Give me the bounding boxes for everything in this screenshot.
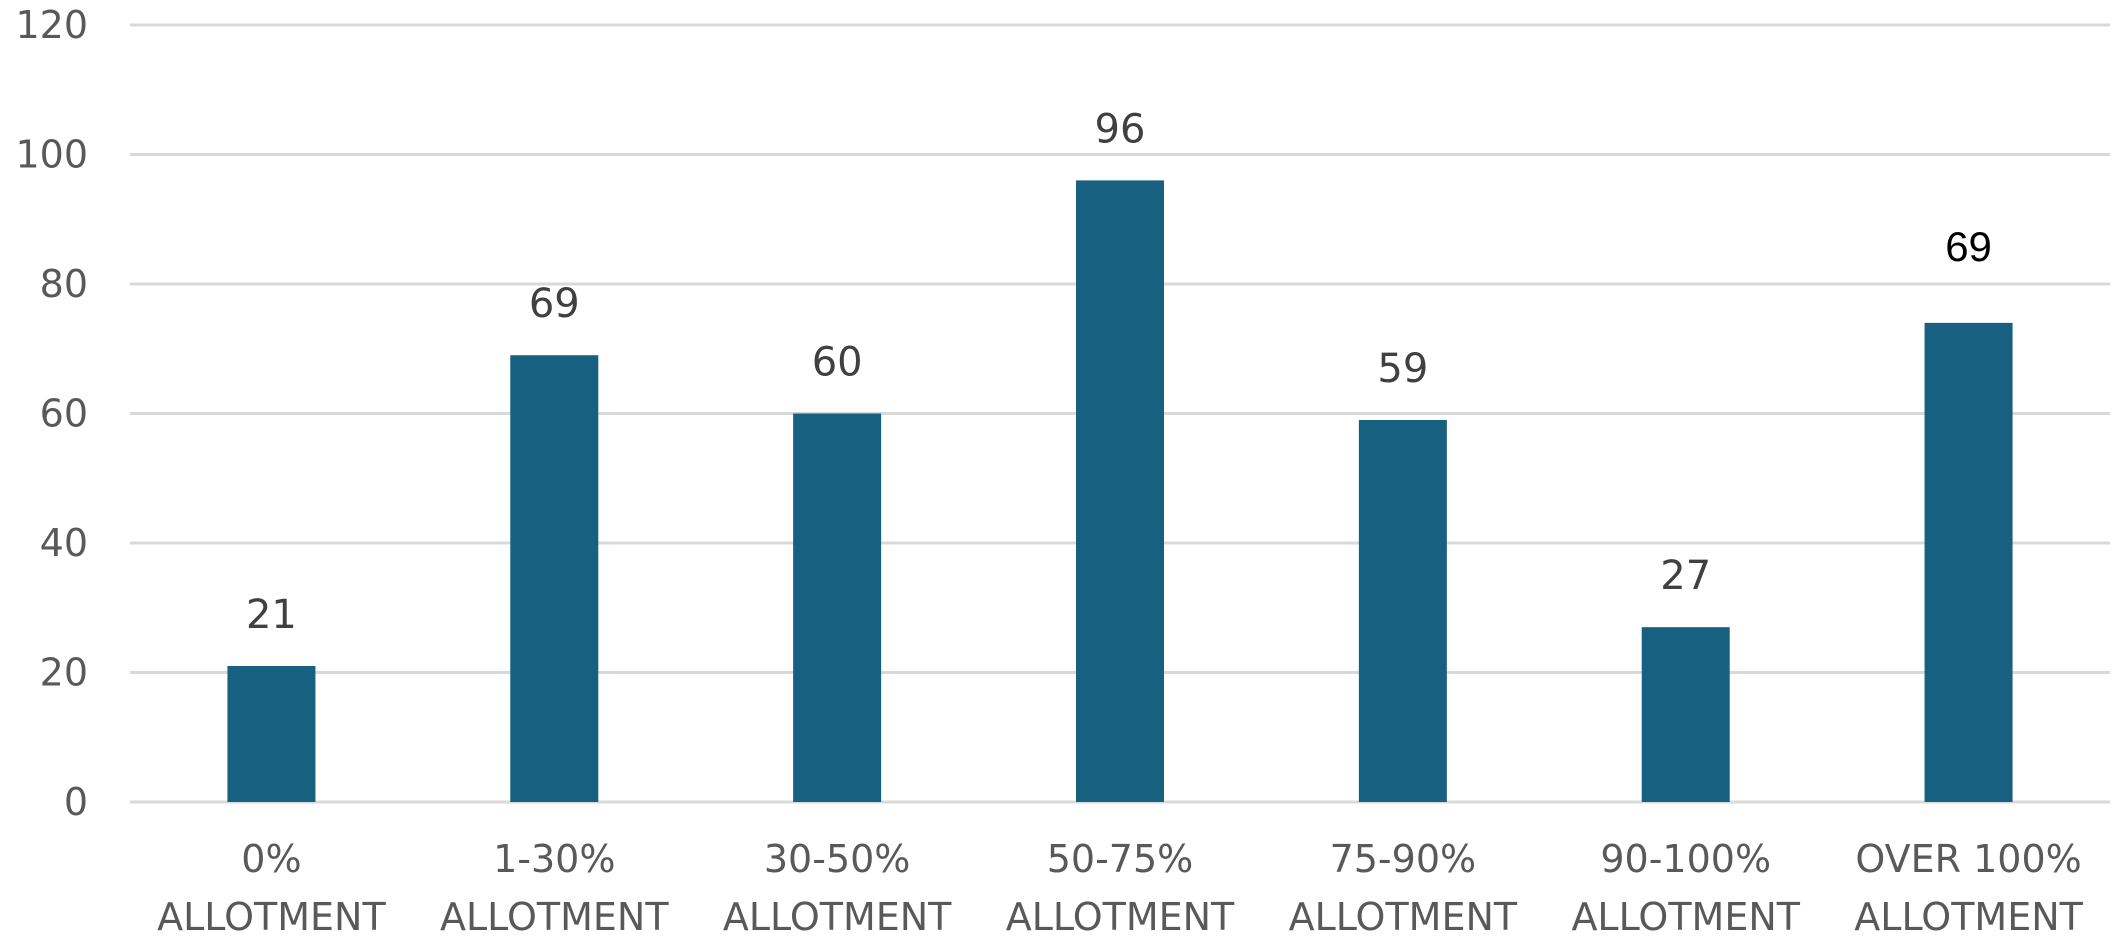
y-tick-label: 100 [15, 133, 88, 177]
y-tick-label: 120 [15, 3, 88, 47]
x-tick-label: 30-50% [764, 837, 911, 881]
bar [227, 666, 316, 802]
bars [227, 180, 2013, 802]
x-tick-label: ALLOTMENT [1571, 895, 1800, 937]
y-tick-label: 80 [40, 262, 88, 306]
bar [1076, 180, 1164, 802]
data-label: 59 [1377, 346, 1428, 392]
x-tick-label: 50-75% [1047, 837, 1194, 881]
x-tick-label: ALLOTMENT [1289, 895, 1518, 937]
data-label: 69 [1945, 223, 1992, 270]
y-tick-label: 20 [40, 651, 88, 695]
data-label: 96 [1095, 106, 1146, 152]
x-tick-label: ALLOTMENT [157, 895, 386, 937]
x-axis-categories: 0% ALLOTMENT 1-30% ALLOTMENT 30-50% ALLOTMENT… [157, 837, 2083, 937]
bar [1358, 419, 1447, 802]
y-tick-label: 0 [64, 780, 88, 824]
y-tick-label: 60 [40, 392, 88, 436]
bar [510, 355, 599, 802]
y-tick-label: 40 [40, 521, 88, 565]
bar [1641, 627, 1730, 802]
data-label: 69 [529, 281, 580, 327]
x-tick-label: ALLOTMENT [1006, 895, 1235, 937]
x-tick-label: 90-100% [1600, 837, 1771, 881]
x-tick-label: 75-90% [1330, 837, 1477, 881]
data-label: 21 [246, 592, 297, 638]
x-tick-label: OVER 100% [1855, 837, 2081, 881]
x-tick-label: 0% [241, 837, 301, 881]
y-axis-ticks: 0 20 40 60 80 100 120 [15, 3, 88, 824]
bar [793, 413, 882, 802]
x-tick-label: ALLOTMENT [440, 895, 669, 937]
x-tick-label: ALLOTMENT [1854, 895, 2083, 937]
x-tick-label: 1-30% [493, 837, 615, 881]
bar [1924, 322, 2013, 802]
data-label: 27 [1660, 553, 1711, 599]
x-tick-label: ALLOTMENT [723, 895, 952, 937]
data-label: 60 [812, 340, 863, 386]
data-labels: 21 69 60 96 59 27 69 [246, 106, 1992, 638]
